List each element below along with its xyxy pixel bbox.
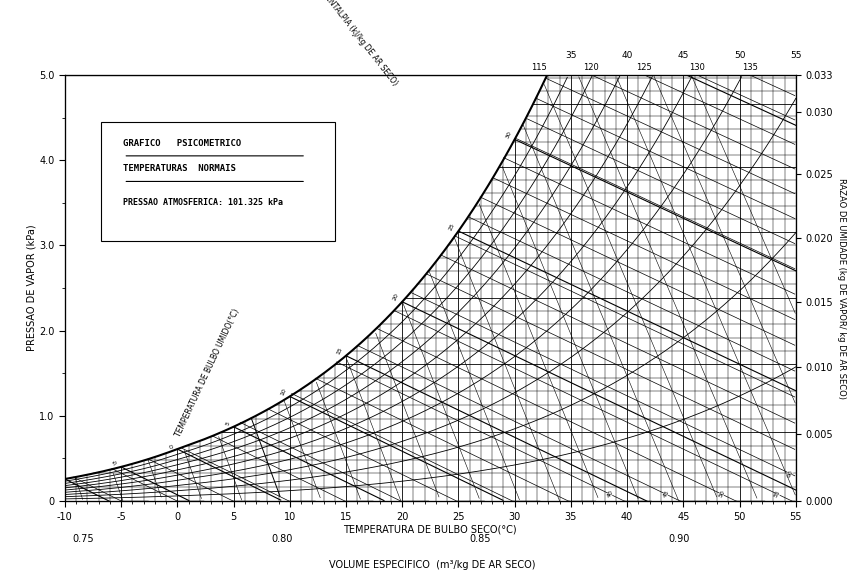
Text: 45: 45 [677,51,689,59]
Text: 0.85: 0.85 [470,535,491,544]
Text: -10: -10 [54,468,62,479]
Text: 25: 25 [448,222,456,231]
Text: 40: 40 [606,490,614,499]
Text: 135: 135 [741,63,758,72]
Text: 55: 55 [773,490,782,499]
Text: 120: 120 [583,63,599,72]
Text: 40: 40 [621,51,633,59]
Text: 115: 115 [531,63,547,72]
Text: 30: 30 [504,130,512,139]
Y-axis label: PRESSAO DE VAPOR (kPa): PRESSAO DE VAPOR (kPa) [26,225,36,351]
Text: 50: 50 [734,51,746,59]
Text: 0.90: 0.90 [668,535,689,544]
Text: 55: 55 [790,51,802,59]
Text: -5: -5 [112,459,119,467]
Text: 10: 10 [279,387,287,396]
Text: GRAFICO   PSICOMETRICO: GRAFICO PSICOMETRICO [124,139,241,148]
Text: 0.80: 0.80 [271,535,292,544]
Text: 5: 5 [225,421,231,427]
Text: 45: 45 [662,490,670,499]
Text: 60: 60 [785,469,794,478]
Text: 20: 20 [392,293,400,302]
Text: TEMPERATURAS  NORMAIS: TEMPERATURAS NORMAIS [124,164,236,173]
Text: 130: 130 [689,63,705,72]
Text: 125: 125 [637,63,652,72]
Text: 0.75: 0.75 [73,535,94,544]
Y-axis label: RAZAO DE UMIDADE (kg DE VAPOR/ kg DE AR SECO): RAZAO DE UMIDADE (kg DE VAPOR/ kg DE AR … [837,177,847,399]
Text: TEMPERATURA DE BULBO UMIDO(°C): TEMPERATURA DE BULBO UMIDO(°C) [174,308,241,439]
Text: VOLUME ESPECIFICO  (m³/kg DE AR SECO): VOLUME ESPECIFICO (m³/kg DE AR SECO) [330,560,535,570]
Text: PRESSAO ATMOSFERICA: 101.325 kPa: PRESSAO ATMOSFERICA: 101.325 kPa [124,199,284,207]
Text: 0: 0 [169,444,175,449]
Text: 35: 35 [565,51,577,59]
Text: ENTALPIA (kJ/kg DE AR SECO): ENTALPIA (kJ/kg DE AR SECO) [323,0,399,88]
Text: 50: 50 [718,490,726,499]
FancyBboxPatch shape [101,122,336,241]
Text: 15: 15 [336,347,343,356]
X-axis label: TEMPERATURA DE BULBO SECO(°C): TEMPERATURA DE BULBO SECO(°C) [343,524,517,535]
